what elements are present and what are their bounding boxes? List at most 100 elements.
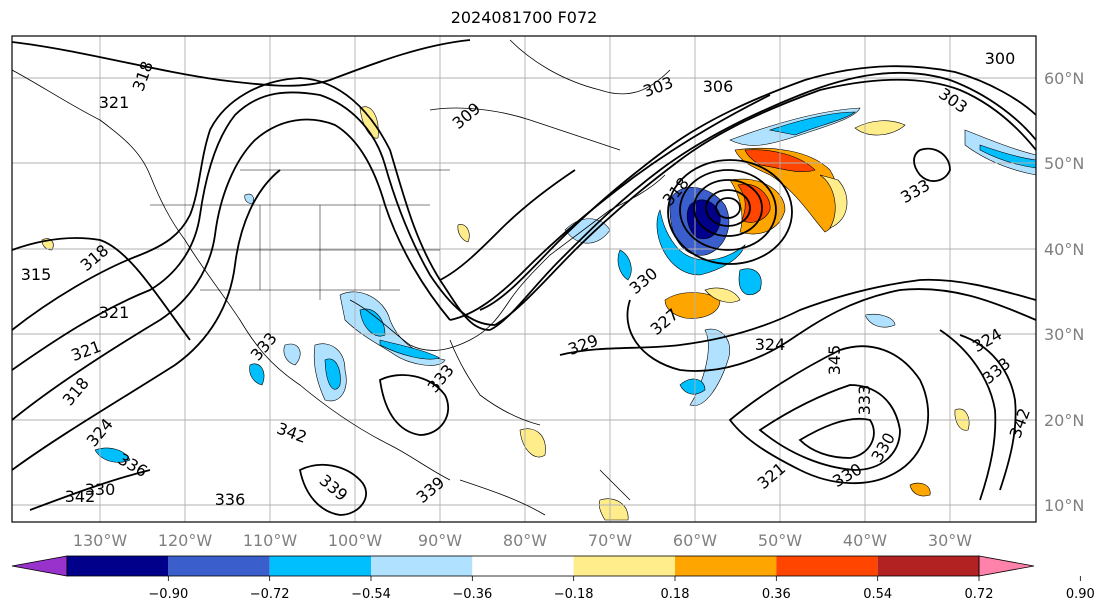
contour-line: [959, 334, 1017, 491]
longitude-label: 40°W: [843, 531, 887, 550]
colorbar-tick-label: −0.36: [452, 587, 492, 602]
contour-line: [715, 197, 741, 219]
colorbar-segment: [573, 556, 675, 576]
colorbar-segment: [877, 556, 979, 576]
map-frame: [11, 35, 1037, 523]
contour-line: [494, 78, 1037, 326]
contour-line: [298, 463, 367, 516]
shading-patch: [249, 363, 265, 386]
shading-patch: [704, 287, 741, 303]
contour-line: [693, 179, 763, 237]
longitude-label: 50°W: [758, 531, 802, 550]
shading-patch: [457, 224, 470, 243]
height-contours: [11, 39, 1037, 516]
contour-label: 321: [99, 303, 130, 322]
contour-line: [728, 345, 930, 485]
shading-patch: [664, 292, 721, 319]
contour-line: [559, 278, 1037, 356]
longitude-label: 30°W: [928, 531, 972, 550]
contour-line: [449, 94, 771, 321]
contour-label: 330: [85, 480, 116, 499]
shading-patch: [819, 174, 848, 229]
coastline: [349, 174, 666, 351]
colorbar-segment: [675, 556, 777, 576]
colorbar-segment: [472, 556, 574, 576]
coastline: [449, 339, 541, 426]
coastline: [429, 107, 621, 151]
colorbar-tick-label: −0.72: [250, 587, 290, 602]
contour-line: [11, 77, 491, 331]
colorbar-tick-label: 0.54: [863, 587, 892, 602]
contour-label: 315: [21, 265, 52, 284]
colorbar-tick-label: −0.18: [554, 587, 594, 602]
colorbar-extend-high: [978, 555, 1035, 577]
contour-line: [798, 417, 875, 459]
coastline: [11, 69, 451, 481]
contour-line: [11, 118, 451, 421]
latitude-label: 50°N: [1044, 154, 1084, 173]
longitude-label: 70°W: [588, 531, 632, 550]
contour-line: [939, 329, 997, 501]
political-border: [150, 204, 440, 300]
shading-patch: [617, 249, 632, 281]
contour-label: 300: [985, 49, 1016, 68]
longitude-label: 110°W: [243, 531, 298, 550]
contour-line: [379, 374, 450, 436]
colorbar-extend-low: [11, 555, 68, 577]
colorbar-segment: [776, 556, 878, 576]
longitude-label: 100°W: [328, 531, 383, 550]
longitude-label: 80°W: [503, 531, 547, 550]
colorbar-segment: [269, 556, 371, 576]
shading-patch: [519, 428, 546, 458]
coastline: [459, 479, 546, 516]
contour-label: 333: [855, 385, 874, 416]
shading-patch: [283, 343, 301, 366]
contour-line: [705, 189, 751, 227]
contour-line: [489, 71, 1037, 331]
shading-patch: [324, 358, 341, 390]
coastline: [599, 469, 631, 501]
colorbar-outline: [66, 555, 980, 577]
shading-patch: [359, 308, 386, 337]
colorbar-tick-label: 0.72: [965, 587, 994, 602]
contour-label: 342: [65, 487, 96, 506]
colorbar-segment: [371, 556, 473, 576]
contour-line: [29, 469, 151, 511]
contour-line: [626, 288, 1037, 372]
shading-patch: [679, 378, 706, 395]
latitude-axis: 60°N 50°N 40°N 30°N 20°N 10°N: [1044, 69, 1084, 515]
shading-patch: [359, 106, 379, 139]
longitude-label: 90°W: [418, 531, 462, 550]
shading-patch: [909, 482, 931, 497]
shading-patch: [864, 313, 896, 328]
colorbar: −0.90 −0.72 −0.54 −0.36 −0.18 0.18 0.36 0.54 0.7…: [11, 555, 1095, 602]
colorbar-tick-label: 0.90: [1066, 587, 1095, 602]
contour-label: 345: [825, 345, 844, 376]
colorbar-segment: [67, 556, 169, 576]
contour-line: [11, 237, 191, 341]
longitude-label: 60°W: [673, 531, 717, 550]
longitude-label: 130°W: [73, 531, 128, 550]
longitude-label: 120°W: [158, 531, 213, 550]
shading-patch: [854, 120, 906, 136]
shading-patch: [656, 209, 746, 276]
colorbar-tick-label: 0.18: [661, 587, 690, 602]
shading-patch: [768, 111, 856, 136]
colorbar-tick-label: −0.90: [148, 587, 188, 602]
contour-label: 324: [755, 335, 786, 354]
colorbar-tick-label: −0.54: [351, 587, 391, 602]
colorbar-tick-label: 0.36: [762, 587, 791, 602]
shading-patch: [94, 447, 131, 463]
latitude-label: 40°N: [1044, 240, 1084, 259]
shading-patch: [738, 268, 762, 295]
contour-line: [758, 384, 901, 471]
contour-line: [11, 39, 471, 87]
latitude-label: 10°N: [1044, 496, 1084, 515]
contour-label: 336: [215, 490, 246, 509]
latitude-label: 30°N: [1044, 325, 1084, 344]
latitude-label: 20°N: [1044, 411, 1084, 430]
contour-line: [667, 159, 793, 265]
contour-line: [913, 147, 951, 182]
coastlines: [11, 39, 671, 516]
